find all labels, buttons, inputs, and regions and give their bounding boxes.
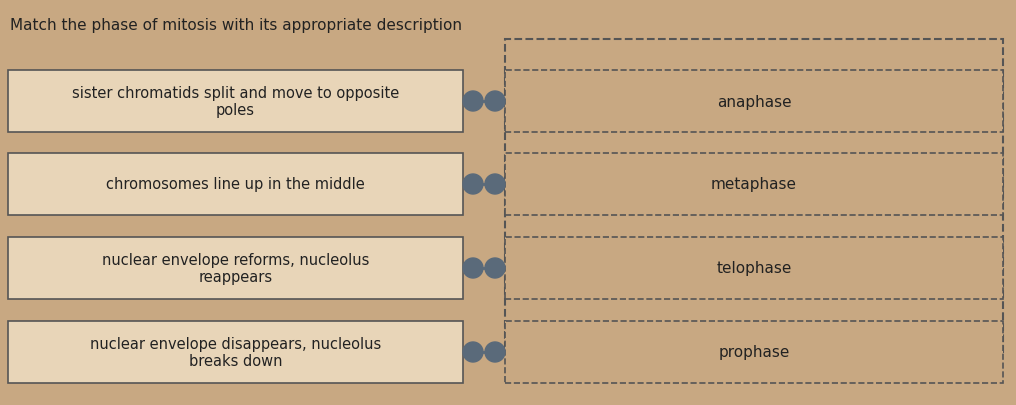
Text: prophase: prophase — [718, 345, 789, 360]
Text: chromosomes line up in the middle: chromosomes line up in the middle — [106, 177, 365, 192]
Text: Match the phase of mitosis with its appropriate description: Match the phase of mitosis with its appr… — [10, 18, 462, 33]
FancyBboxPatch shape — [8, 237, 463, 299]
Circle shape — [463, 258, 483, 278]
FancyBboxPatch shape — [8, 321, 463, 383]
Text: nuclear envelope reforms, nucleolus
reappears: nuclear envelope reforms, nucleolus reap… — [102, 252, 369, 284]
Circle shape — [485, 342, 505, 362]
Circle shape — [485, 258, 505, 278]
FancyBboxPatch shape — [505, 237, 1003, 299]
Circle shape — [485, 175, 505, 194]
Text: telophase: telophase — [716, 261, 791, 276]
Circle shape — [463, 92, 483, 112]
FancyBboxPatch shape — [8, 153, 463, 215]
Text: anaphase: anaphase — [716, 94, 791, 109]
FancyBboxPatch shape — [505, 71, 1003, 133]
Circle shape — [485, 92, 505, 112]
Text: metaphase: metaphase — [711, 177, 797, 192]
Circle shape — [463, 342, 483, 362]
Text: nuclear envelope disappears, nucleolus
breaks down: nuclear envelope disappears, nucleolus b… — [89, 336, 381, 368]
FancyBboxPatch shape — [505, 153, 1003, 215]
FancyBboxPatch shape — [8, 71, 463, 133]
Circle shape — [463, 175, 483, 194]
Text: sister chromatids split and move to opposite
poles: sister chromatids split and move to oppo… — [72, 85, 399, 118]
FancyBboxPatch shape — [505, 321, 1003, 383]
